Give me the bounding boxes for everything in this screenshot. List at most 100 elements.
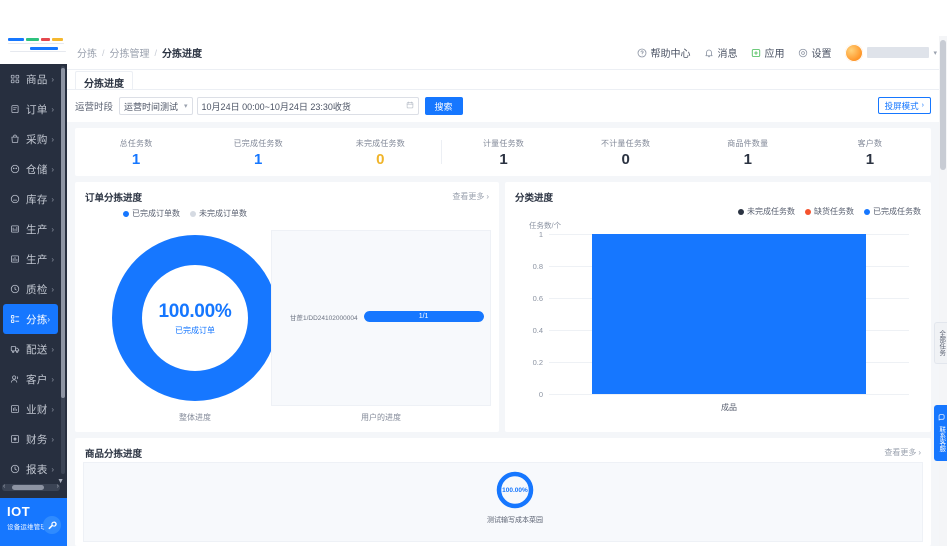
question-circle-icon bbox=[637, 48, 647, 58]
sidebar-item-13[interactable]: 报表 › bbox=[0, 454, 62, 476]
tab-sorting-progress[interactable]: 分拣进度 bbox=[75, 71, 133, 93]
period-select[interactable]: 运营时间测试 ▾ bbox=[119, 97, 193, 115]
chevron-right-icon: › bbox=[51, 404, 54, 414]
y-axis-label: 任务数/个 bbox=[529, 221, 562, 230]
x-axis-tick: 成品 bbox=[721, 403, 737, 412]
stat-label: 客户数 bbox=[857, 138, 883, 148]
settings-button[interactable]: 设置 bbox=[798, 45, 831, 60]
date-range-input[interactable]: 10月24日 00:00~10月24日 23:30收货 bbox=[196, 97, 419, 115]
sidebar-item-10[interactable]: 客户 › bbox=[0, 364, 62, 394]
clock-icon bbox=[9, 463, 21, 475]
sidebar-scrollbar-thumb[interactable] bbox=[61, 68, 65, 398]
legend-item-2[interactable]: 已完成任务数 bbox=[864, 206, 921, 217]
sidebar-item-label: 商品 bbox=[26, 73, 48, 86]
apps-button[interactable]: 应用 bbox=[751, 45, 784, 60]
y-axis-tick: 0.4 bbox=[532, 326, 543, 335]
user-menu[interactable]: ▾ bbox=[845, 43, 937, 62]
top-header: 分拣 / 分拣管理 / 分拣进度 帮助中心 消息 应用 bbox=[67, 36, 947, 70]
sidebar-item-7[interactable]: 质检 › bbox=[0, 274, 62, 304]
legend-item-1[interactable]: 未完成订单数 bbox=[190, 208, 247, 219]
sidebar-item-0[interactable]: 商品 › bbox=[0, 64, 62, 94]
sidebar-item-12[interactable]: 财务 › bbox=[0, 424, 62, 454]
screen-mode-label: 投屏模式 bbox=[884, 100, 919, 111]
chevron-right-icon: › bbox=[51, 344, 54, 354]
y-axis-tick: 0.2 bbox=[532, 358, 543, 367]
customer-panel-caption: 用户的进度 bbox=[361, 413, 401, 422]
y-axis-tick: 0.8 bbox=[532, 262, 543, 271]
box-icon bbox=[9, 163, 21, 175]
customer-progress-bar: 1/1 bbox=[363, 311, 484, 322]
legend-item-1[interactable]: 缺货任务数 bbox=[805, 206, 854, 217]
chevron-right-icon: › bbox=[51, 224, 54, 234]
apps-icon bbox=[751, 48, 761, 58]
apps-label: 应用 bbox=[764, 49, 785, 60]
wrench-icon[interactable] bbox=[43, 516, 61, 534]
order-card-title: 订单分拣进度 bbox=[85, 193, 143, 204]
stat-item-3: 计量任务数 1 bbox=[442, 138, 564, 167]
donut-percent: 100.00% bbox=[158, 300, 232, 322]
sidebar-item-5[interactable]: 生产 › bbox=[0, 214, 62, 244]
legend-label: 已完成任务数 bbox=[873, 207, 921, 216]
truck-icon bbox=[9, 343, 21, 355]
screen-mode-button[interactable]: 投屏模式 › bbox=[877, 97, 931, 114]
product-card-more-link[interactable]: 查看更多 › bbox=[884, 447, 921, 458]
customer-name: 甘蔗1/DD24102000004 bbox=[290, 314, 358, 322]
factory-icon bbox=[9, 223, 21, 235]
sidebar-scroll-area[interactable]: 商品 › 订单 › 采购 › 仓储 › 库存 › 生产 › 生产 › 质检 › 分拣 › 配送 › 客户 › 业财 › 财务 › 报… bbox=[0, 64, 62, 476]
order-sorting-progress-card: 订单分拣进度 查看更多 › 已完成订单数 未完成订单数 100.00% 已完成订单… bbox=[75, 182, 499, 432]
messages-button[interactable]: 消息 bbox=[704, 45, 737, 60]
sidebar-item-3[interactable]: 仓储 › bbox=[0, 154, 62, 184]
user-icon bbox=[9, 373, 21, 385]
stat-value: 0 bbox=[376, 150, 385, 168]
period-label: 运营时段 bbox=[75, 102, 114, 113]
legend-dot-icon bbox=[805, 208, 811, 215]
chevron-down-icon: ▾ bbox=[933, 49, 937, 57]
sidebar-item-label: 配送 bbox=[26, 343, 48, 356]
sidebar-hscroll-right-icon[interactable]: › bbox=[56, 483, 59, 490]
sidebar-hscroll-thumb[interactable] bbox=[12, 485, 44, 490]
sidebar-item-11[interactable]: 业财 › bbox=[0, 394, 62, 424]
sidebar-item-6[interactable]: 生产 › bbox=[0, 244, 62, 274]
sidebar-item-1[interactable]: 订单 › bbox=[0, 94, 62, 124]
product-progress-label: 测试输写成本菜园 bbox=[487, 517, 543, 524]
sidebar-item-4[interactable]: 库存 › bbox=[0, 184, 62, 214]
stat-item-6: 客户数 1 bbox=[809, 138, 931, 167]
help-center-button[interactable]: 帮助中心 bbox=[637, 45, 690, 60]
legend-item-0[interactable]: 已完成订单数 bbox=[123, 208, 180, 219]
sidebar-footer-iot[interactable]: IOT 设备运维管理 bbox=[0, 498, 67, 546]
chevron-right-icon: › bbox=[47, 314, 50, 324]
sidebar-hscrollbar[interactable]: ‹ › bbox=[2, 483, 60, 491]
stat-label: 已完成任务数 bbox=[233, 138, 283, 148]
sidebar-item-2[interactable]: 采购 › bbox=[0, 124, 62, 154]
chevron-right-icon: › bbox=[51, 284, 54, 294]
bell-icon bbox=[704, 48, 714, 58]
customer-progress-value: 1/1 bbox=[418, 313, 429, 320]
sidebar-item-label: 报表 bbox=[26, 463, 48, 476]
chevron-right-icon: › bbox=[51, 374, 54, 384]
tab-strip: 分拣进度 bbox=[67, 70, 939, 93]
stat-item-5: 商品件数量 1 bbox=[687, 138, 809, 167]
sidebar-item-9[interactable]: 配送 › bbox=[0, 334, 62, 364]
stat-label: 未完成任务数 bbox=[355, 138, 405, 148]
float-tab-customer-service[interactable]: 联系客服 bbox=[934, 405, 947, 461]
sidebar-hscroll-left-icon[interactable]: ‹ bbox=[3, 483, 6, 490]
sidebar-scroll-up-icon[interactable]: ▲ bbox=[57, 64, 64, 65]
y-axis-tick: 0 bbox=[538, 390, 543, 399]
legend-item-0[interactable]: 未完成任务数 bbox=[738, 206, 795, 217]
stat-value: 1 bbox=[865, 150, 875, 168]
sidebar-scroll-down-icon[interactable]: ▼ bbox=[57, 478, 64, 485]
legend-dot-icon bbox=[123, 210, 129, 217]
chevron-right-icon: › bbox=[51, 254, 54, 264]
search-button[interactable]: 搜索 bbox=[424, 97, 463, 115]
bar-2-0[interactable] bbox=[592, 234, 866, 394]
float-tab-all-tasks[interactable]: 全部任务 bbox=[934, 322, 947, 364]
page-scrollbar-thumb[interactable] bbox=[940, 40, 946, 170]
stat-value: 1 bbox=[743, 150, 752, 168]
breadcrumb-item-0[interactable]: 分拣 bbox=[77, 49, 97, 60]
sidebar-item-8[interactable]: 分拣 › bbox=[3, 304, 58, 334]
grid-line bbox=[549, 394, 909, 395]
category-bar-chart: 任务数/个 1 0.8 0.6 0.4 0.2 0 成品 bbox=[505, 220, 931, 420]
y-axis-tick: 0.6 bbox=[532, 294, 543, 303]
breadcrumb-item-1[interactable]: 分拣管理 bbox=[109, 49, 150, 60]
order-card-more-link[interactable]: 查看更多 › bbox=[452, 191, 489, 202]
